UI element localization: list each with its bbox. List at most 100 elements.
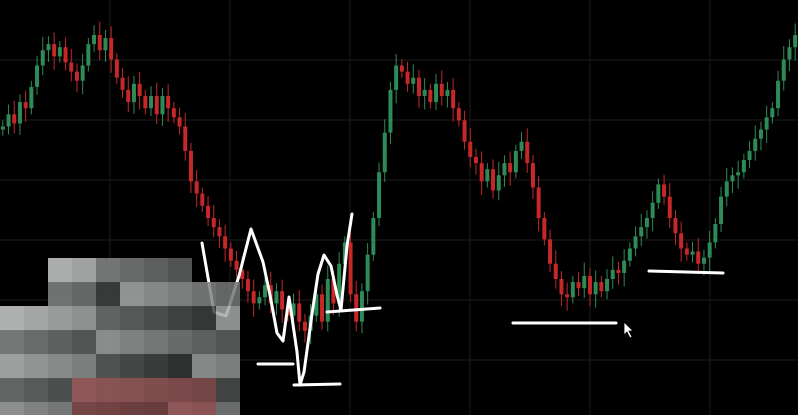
redaction-pixel [144, 306, 168, 330]
candle-body [114, 59, 119, 78]
candle-body [274, 291, 279, 304]
candle-body [753, 138, 758, 151]
candle-body [542, 218, 547, 240]
candle-body [405, 71, 410, 84]
candle-body [451, 89, 456, 109]
candles [0, 21, 798, 345]
redaction-pixel [48, 258, 72, 282]
candle-body [770, 108, 775, 118]
redaction-pixel [192, 354, 216, 378]
candle-body [120, 77, 125, 90]
redaction-pixel [72, 306, 96, 330]
redaction-pixel [144, 378, 168, 402]
redaction-pixel [96, 258, 120, 282]
candle-body [382, 132, 387, 173]
candle-body [291, 303, 296, 316]
w-pattern-neckline [325, 306, 382, 314]
redaction-pixel [24, 306, 48, 330]
candle-body [297, 303, 302, 322]
redaction-pixel [0, 306, 24, 330]
redaction-pixel [144, 354, 168, 378]
candle-body [570, 282, 575, 298]
candle-body [69, 62, 74, 72]
candle-body [513, 150, 518, 173]
candle-body [582, 275, 587, 289]
candle-body [719, 196, 724, 225]
candle-body [587, 275, 592, 295]
candle-body [656, 184, 661, 203]
candle-body [707, 242, 712, 258]
candle-body [491, 169, 496, 191]
support-line-2 [647, 269, 725, 275]
candle-body [234, 260, 239, 270]
candle-body [240, 269, 245, 279]
candle-body [468, 141, 473, 157]
pixelated-redaction [0, 258, 240, 415]
candle-body [223, 236, 228, 249]
candle-body [52, 44, 57, 57]
candle-body [701, 257, 706, 264]
candle-body [758, 129, 763, 139]
w-pattern-bottom-line [292, 382, 342, 387]
candle-body [662, 184, 667, 197]
redaction-pixel [216, 330, 240, 354]
candle-body [639, 227, 644, 237]
candle-body [126, 89, 131, 103]
redaction-pixel [192, 378, 216, 402]
w-pattern-drawing [200, 212, 354, 387]
redaction-pixel [192, 330, 216, 354]
candle-body [667, 196, 672, 218]
candle-body [502, 163, 507, 176]
redaction-pixel [0, 330, 24, 354]
redaction-pixel [72, 258, 96, 282]
candle-body [40, 50, 45, 66]
redaction-pixel [48, 282, 72, 306]
candle-body [422, 89, 427, 96]
candle-body [428, 89, 433, 103]
candle-body [644, 218, 649, 228]
candle-body [371, 218, 376, 255]
redaction-pixel [0, 378, 24, 402]
candle-body [536, 187, 541, 218]
redaction-pixel [168, 354, 192, 378]
candle-body [599, 282, 604, 292]
candle-body [713, 224, 718, 243]
redaction-pixel [96, 402, 120, 415]
candle-body [377, 172, 382, 218]
redaction-pixel [120, 378, 144, 402]
redaction-pixel [72, 330, 96, 354]
candle-body [23, 102, 28, 109]
redaction-pixel [216, 402, 240, 415]
candle-body [764, 117, 769, 130]
candle-body [0, 126, 5, 130]
candle-body [399, 65, 404, 72]
redaction-pixel [24, 354, 48, 378]
candle-body [388, 89, 393, 133]
redaction-pixel [216, 378, 240, 402]
candle-body [593, 282, 598, 295]
candle-body [263, 285, 268, 298]
candle-body [519, 141, 524, 151]
candle-body [411, 77, 416, 84]
candle-body [103, 38, 108, 51]
candle-body [622, 260, 627, 273]
redaction-pixel [192, 306, 216, 330]
redaction-pixel [120, 402, 144, 415]
candle-body [736, 172, 741, 176]
candle-body [747, 150, 752, 161]
candle-body [525, 141, 530, 164]
candle-body [149, 96, 154, 109]
redaction-pixel [144, 330, 168, 354]
candle-body [166, 96, 171, 109]
candle-body [359, 291, 364, 322]
candle-body [730, 175, 735, 182]
redaction-pixel [24, 378, 48, 402]
redaction-pixel [0, 354, 24, 378]
candle-body [228, 248, 233, 261]
candle-body [633, 236, 638, 249]
candle-body [416, 77, 421, 96]
candle-body [496, 175, 501, 191]
